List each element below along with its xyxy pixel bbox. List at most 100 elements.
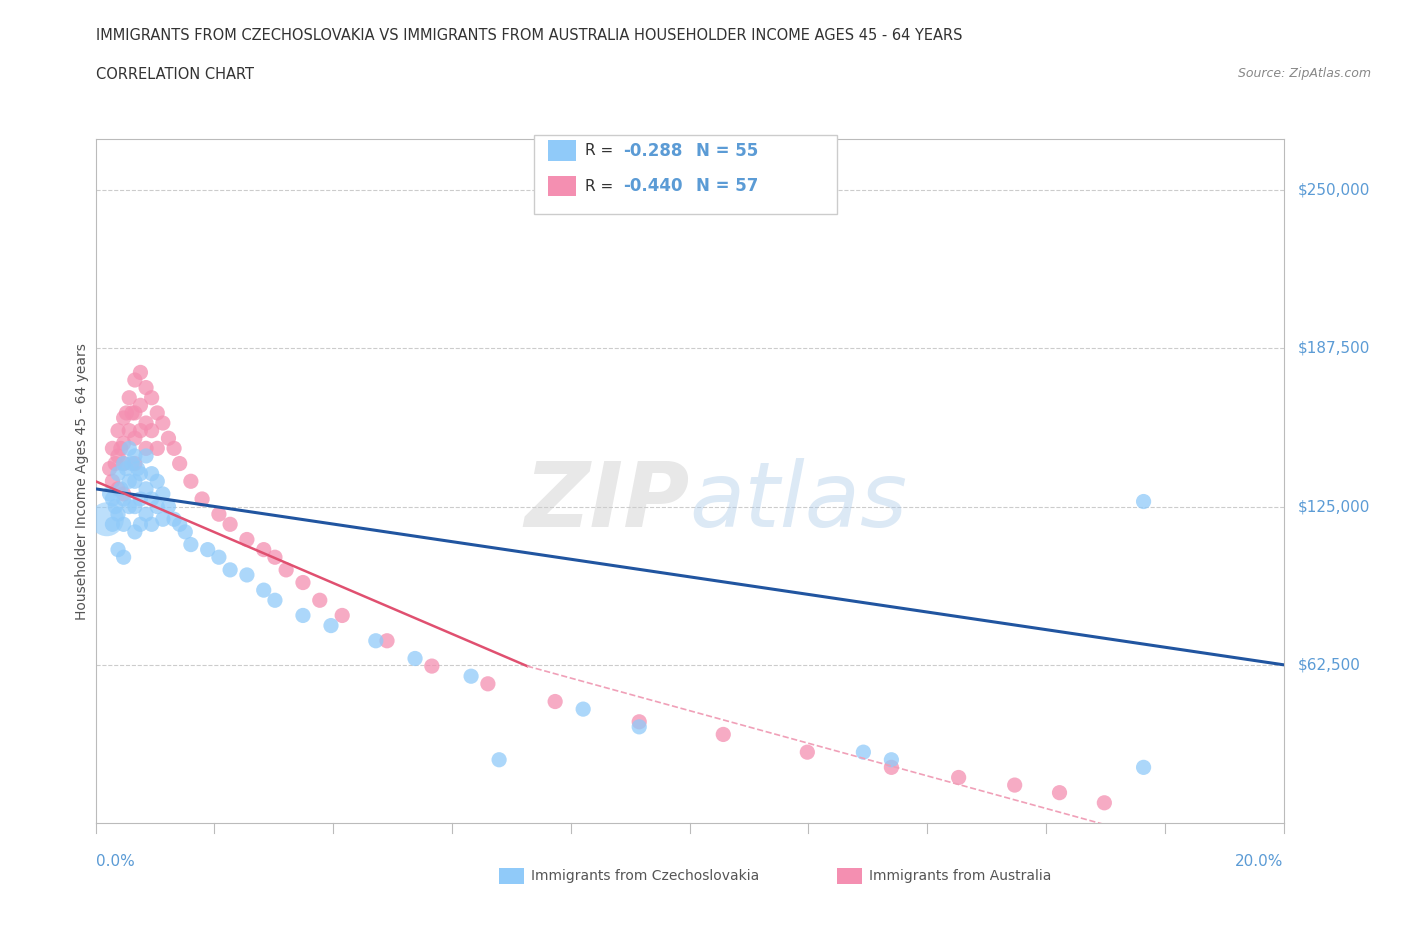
Point — [152, 486, 174, 501]
Point — [174, 525, 197, 539]
Point — [101, 474, 124, 489]
Point — [163, 441, 186, 456]
Point — [107, 542, 129, 557]
Point — [146, 499, 169, 514]
Point — [572, 701, 595, 716]
Point — [115, 461, 138, 476]
Point — [628, 714, 651, 729]
Text: R =: R = — [585, 143, 619, 158]
Point — [291, 575, 314, 590]
Point — [404, 651, 426, 666]
Text: $125,000: $125,000 — [1298, 499, 1369, 514]
Text: atlas: atlas — [690, 458, 908, 546]
Point — [112, 486, 135, 501]
Point — [180, 474, 202, 489]
Point — [110, 441, 132, 456]
Point — [628, 720, 651, 735]
Point — [180, 538, 202, 552]
Text: -0.440: -0.440 — [623, 177, 682, 195]
Point — [276, 563, 298, 578]
Point — [115, 405, 138, 420]
Point — [101, 492, 124, 507]
Point — [420, 658, 443, 673]
Point — [121, 405, 143, 420]
Point — [124, 431, 146, 445]
Point — [98, 461, 121, 476]
Text: $250,000: $250,000 — [1298, 182, 1369, 198]
Point — [253, 542, 276, 557]
Point — [101, 517, 124, 532]
Point — [1004, 777, 1026, 792]
Point — [118, 474, 141, 489]
Point — [107, 423, 129, 438]
Point — [236, 532, 259, 547]
Point — [146, 441, 169, 456]
Point — [796, 745, 818, 760]
Point — [191, 492, 214, 507]
Point — [319, 618, 342, 633]
Point — [135, 448, 157, 463]
Text: $187,500: $187,500 — [1298, 341, 1369, 356]
Point — [291, 608, 314, 623]
Point — [852, 745, 875, 760]
Point — [208, 550, 231, 565]
Point — [129, 423, 152, 438]
Text: -0.288: -0.288 — [623, 141, 682, 160]
Point — [880, 760, 903, 775]
Point — [118, 499, 141, 514]
Point — [96, 512, 118, 526]
Point — [880, 752, 903, 767]
Text: 0.0%: 0.0% — [96, 854, 135, 869]
Point — [118, 423, 141, 438]
Point — [135, 507, 157, 522]
Point — [152, 416, 174, 431]
Point — [460, 669, 482, 684]
Point — [124, 499, 146, 514]
Text: Immigrants from Czechoslovakia: Immigrants from Czechoslovakia — [531, 869, 759, 883]
Point — [129, 517, 152, 532]
Point — [375, 633, 398, 648]
Point — [104, 456, 127, 471]
Point — [107, 466, 129, 481]
Text: CORRELATION CHART: CORRELATION CHART — [96, 67, 253, 82]
Text: IMMIGRANTS FROM CZECHOSLOVAKIA VS IMMIGRANTS FROM AUSTRALIA HOUSEHOLDER INCOME A: IMMIGRANTS FROM CZECHOSLOVAKIA VS IMMIGR… — [96, 28, 962, 43]
Point — [129, 466, 152, 481]
Point — [112, 410, 135, 425]
Point — [112, 517, 135, 532]
Point — [1132, 760, 1154, 775]
Point — [135, 441, 157, 456]
Point — [98, 486, 121, 501]
Point — [112, 550, 135, 565]
Point — [124, 405, 146, 420]
Point — [141, 492, 163, 507]
Point — [110, 482, 132, 497]
Point — [127, 461, 149, 476]
Text: Source: ZipAtlas.com: Source: ZipAtlas.com — [1237, 67, 1371, 80]
Point — [129, 398, 152, 413]
Point — [141, 423, 163, 438]
Text: N = 57: N = 57 — [696, 177, 758, 195]
Text: R =: R = — [585, 179, 619, 193]
Point — [948, 770, 970, 785]
Point — [330, 608, 353, 623]
Point — [477, 676, 499, 691]
Point — [135, 482, 157, 497]
Point — [364, 633, 387, 648]
Point — [1092, 795, 1115, 810]
Point — [129, 365, 152, 379]
Point — [141, 391, 163, 405]
Text: Immigrants from Australia: Immigrants from Australia — [869, 869, 1052, 883]
Point — [129, 492, 152, 507]
Point — [107, 448, 129, 463]
Point — [236, 567, 259, 582]
Point — [104, 499, 127, 514]
Y-axis label: Householder Income Ages 45 - 64 years: Householder Income Ages 45 - 64 years — [75, 343, 89, 619]
Point — [112, 456, 135, 471]
Point — [163, 512, 186, 526]
Point — [146, 474, 169, 489]
Point — [146, 405, 169, 420]
Point — [121, 456, 143, 471]
Point — [157, 499, 180, 514]
Text: N = 55: N = 55 — [696, 141, 758, 160]
Point — [152, 512, 174, 526]
